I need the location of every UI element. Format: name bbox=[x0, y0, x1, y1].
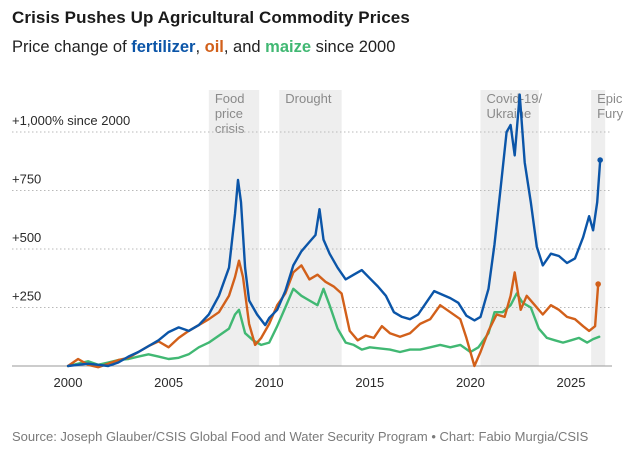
y-tick-label-2: +750 bbox=[12, 172, 41, 187]
source-note: Source: Joseph Glauber/CSIS Global Food … bbox=[12, 429, 589, 444]
y-tick-label-3: +1,000% since 2000 bbox=[12, 113, 130, 128]
band-label-0-0: Food bbox=[215, 91, 245, 106]
band-label-2-0: Covid-19/ bbox=[486, 91, 542, 106]
subtitle-sep-2: , and bbox=[223, 38, 266, 56]
x-tick-label-4: 2020 bbox=[456, 375, 485, 390]
band-label-0-1: price bbox=[215, 106, 243, 121]
x-tick-label-0: 2000 bbox=[54, 375, 83, 390]
series-endpoint-oil bbox=[595, 281, 601, 287]
band-label-3-1: Fury bbox=[597, 106, 624, 121]
x-tick-label-2: 2010 bbox=[255, 375, 284, 390]
band-label-0-2: crisis bbox=[215, 121, 245, 136]
x-tick-label-5: 2025 bbox=[557, 375, 586, 390]
x-tick-label-3: 2015 bbox=[355, 375, 384, 390]
subtitle-prefix: Price change of bbox=[12, 38, 132, 56]
subtitle-oil: oil bbox=[204, 38, 224, 56]
x-tick-label-1: 2005 bbox=[154, 375, 183, 390]
band-label-1-0: Drought bbox=[285, 91, 332, 106]
series-line-fertilizer bbox=[66, 93, 602, 368]
band-2 bbox=[480, 90, 539, 366]
x-axis-ticks: 2000 2005 2010 2015 2020 2025 bbox=[54, 375, 586, 390]
series-line-maize bbox=[66, 287, 601, 368]
subtitle-maize: maize bbox=[265, 38, 312, 56]
subtitle-fertilizer: fertilizer bbox=[131, 38, 196, 56]
y-axis-ticks: +250 +500 +750 +1,000% since 2000 bbox=[12, 113, 130, 304]
y-tick-label-0: +250 bbox=[12, 289, 41, 304]
series-line-oil bbox=[66, 259, 600, 369]
band-label-3-0: Epic bbox=[597, 91, 623, 106]
chart-subtitle: Price change of fertilizer, oil, and mai… bbox=[12, 38, 395, 57]
series-lines bbox=[66, 93, 603, 369]
series-endpoint-fertilizer bbox=[597, 157, 603, 163]
band-label-2-1: Ukraine bbox=[486, 106, 531, 121]
subtitle-sep-1: , bbox=[195, 38, 205, 56]
chart-title: Crisis Pushes Up Agricultural Commodity … bbox=[12, 8, 410, 27]
y-tick-label-1: +500 bbox=[12, 230, 41, 245]
subtitle-suffix: since 2000 bbox=[311, 38, 396, 56]
band-1 bbox=[279, 90, 342, 366]
